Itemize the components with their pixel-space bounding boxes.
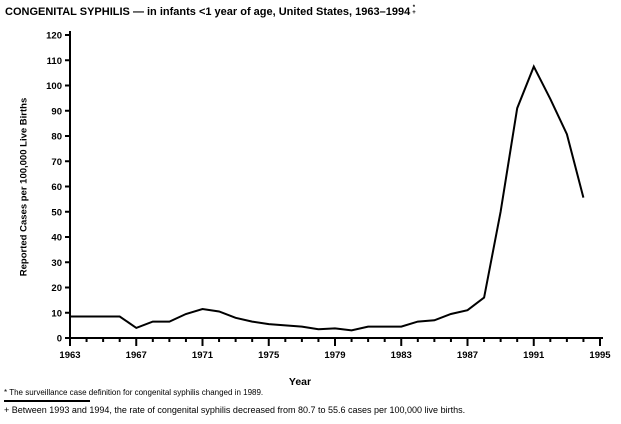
x-tick-label: 1971 bbox=[192, 350, 214, 361]
x-tick-label: 1967 bbox=[126, 350, 147, 361]
data-series-line bbox=[70, 64, 585, 332]
y-axis-title: Reported Cases per 100,000 Live Births bbox=[18, 97, 30, 277]
footnote-rate-decrease: + Between 1993 and 1994, the rate of con… bbox=[4, 405, 465, 415]
x-tick-label: 1975 bbox=[258, 350, 280, 361]
y-tick-label: 110 bbox=[47, 56, 62, 67]
footnote-separator bbox=[4, 400, 90, 402]
y-tick-label: 80 bbox=[51, 132, 62, 143]
y-tick-label: 20 bbox=[51, 283, 62, 294]
x-tick-label: 1995 bbox=[589, 350, 611, 361]
footnote-1-text: The surveillance case definition for con… bbox=[9, 388, 264, 397]
footnote-2-marker: + bbox=[4, 405, 10, 415]
y-tick-label: 40 bbox=[51, 233, 62, 244]
title-footnote-marker: * + bbox=[412, 5, 416, 16]
x-axis-title: Year bbox=[288, 376, 312, 388]
y-tick-label: 10 bbox=[51, 308, 62, 319]
x-tick-label: 1991 bbox=[523, 350, 545, 361]
x-tick-label: 1987 bbox=[457, 350, 478, 361]
y-tick-label: 120 bbox=[46, 31, 62, 42]
y-tick-label: 60 bbox=[51, 182, 62, 193]
x-tick-label: 1983 bbox=[391, 350, 412, 361]
y-tick-label: 90 bbox=[51, 106, 62, 117]
y-tick-label: 100 bbox=[46, 81, 62, 92]
y-tick-label: 0 bbox=[57, 334, 62, 345]
x-tick-label: 1979 bbox=[324, 350, 345, 361]
y-tick-label: 30 bbox=[51, 258, 62, 269]
chart-title-text: CONGENITAL SYPHILIS — in infants <1 year… bbox=[5, 6, 411, 18]
y-tick-label: 50 bbox=[51, 207, 62, 218]
x-tick-label: 1963 bbox=[59, 350, 80, 361]
footnote-case-definition: * The surveillance case definition for c… bbox=[4, 388, 263, 397]
footnote-2-text: Between 1993 and 1994, the rate of conge… bbox=[11, 405, 466, 415]
chart-title: CONGENITAL SYPHILIS — in infants <1 year… bbox=[5, 5, 416, 18]
footnote-1-marker: * bbox=[4, 388, 8, 397]
y-tick-label: 70 bbox=[51, 157, 62, 168]
